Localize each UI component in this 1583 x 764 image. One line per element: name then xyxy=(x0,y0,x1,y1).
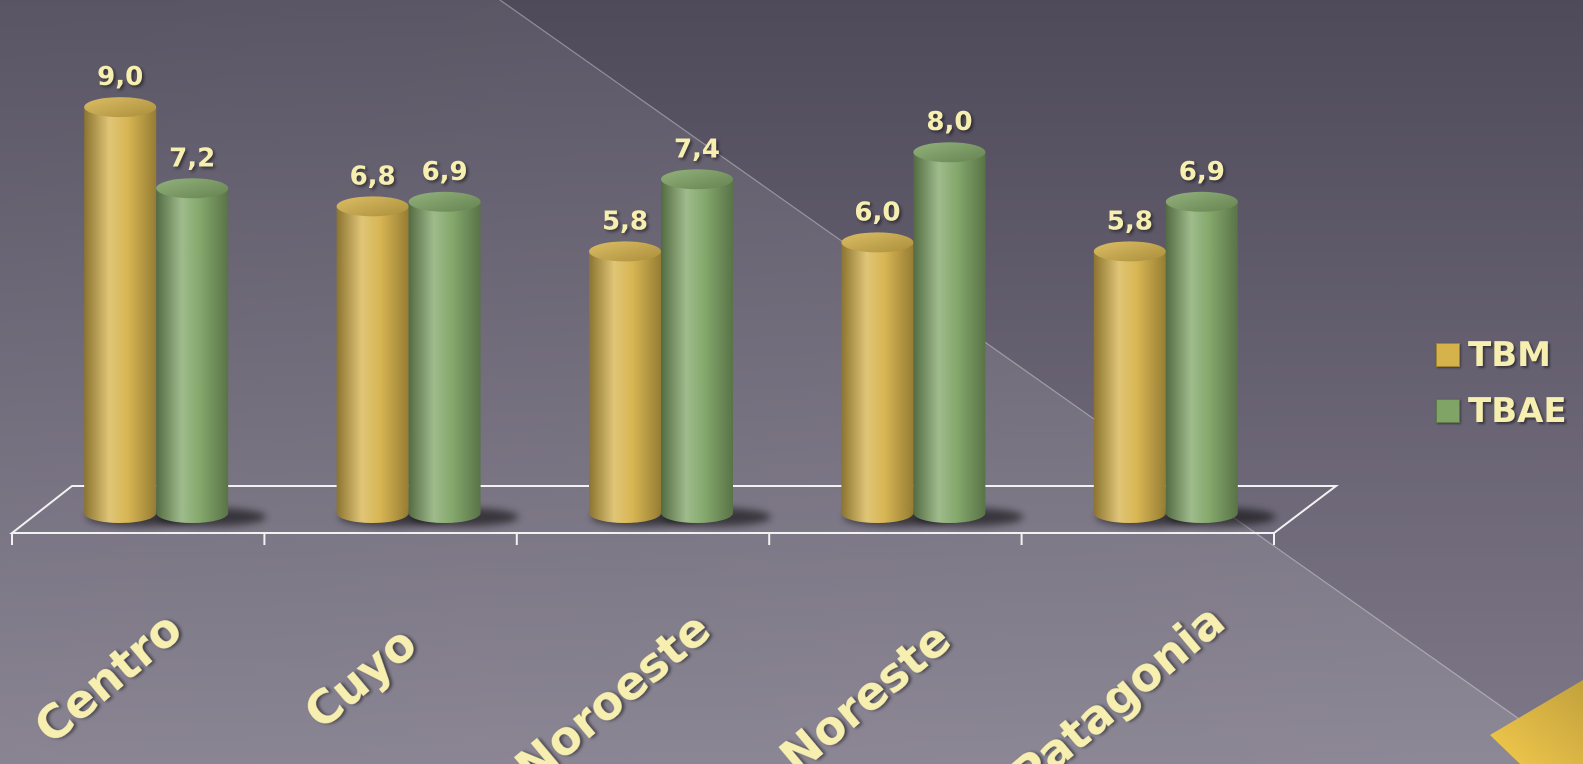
legend-swatch-tbae xyxy=(1436,399,1460,423)
bar-body xyxy=(156,188,229,523)
background-diagonal-line xyxy=(499,0,1583,764)
legend-label-tbm: TBM xyxy=(1468,335,1551,375)
bar-body xyxy=(661,179,733,523)
bar-tbae-centro xyxy=(156,178,267,526)
bar-top xyxy=(1165,191,1238,212)
data-label-tbae-noroeste: 7,4 xyxy=(674,134,720,164)
data-label-tbm-noroeste: 5,8 xyxy=(602,206,648,236)
bar-tbae-patagonia xyxy=(1165,191,1276,526)
bar-top xyxy=(589,241,661,262)
bar-top xyxy=(913,142,986,163)
bar-top xyxy=(1093,241,1166,262)
bar-top xyxy=(156,178,229,199)
data-label-tbm-noreste: 6,0 xyxy=(854,197,900,227)
bar-tbm-centro xyxy=(84,97,195,526)
legend-swatch-tbm xyxy=(1436,343,1460,367)
bar-top xyxy=(408,191,481,212)
bar-body xyxy=(84,107,157,523)
bar-body xyxy=(913,152,986,523)
data-label-tbae-centro: 7,2 xyxy=(169,143,215,173)
bar-body xyxy=(1093,251,1166,524)
legend-item-tbm: TBM xyxy=(1436,338,1567,372)
bar-top xyxy=(841,232,914,253)
bar-body xyxy=(408,201,481,523)
data-label-tbae-patagonia: 6,9 xyxy=(1179,157,1225,187)
bar-top xyxy=(661,169,733,190)
bar-body xyxy=(1165,201,1238,523)
bar-body xyxy=(336,206,409,523)
corner-accent xyxy=(1490,680,1583,764)
bar-tbae-noroeste xyxy=(661,169,771,526)
bar-body xyxy=(589,251,661,524)
bar-body xyxy=(841,242,914,523)
legend-label-tbae: TBAE xyxy=(1468,391,1567,431)
bar-top xyxy=(336,196,409,217)
bar-top xyxy=(84,97,157,118)
bar-tbm-patagonia xyxy=(1093,241,1204,526)
data-label-tbae-noreste: 8,0 xyxy=(926,107,972,137)
data-label-tbm-cuyo: 6,8 xyxy=(350,161,396,191)
data-label-tbm-patagonia: 5,8 xyxy=(1107,206,1153,236)
data-label-tbae-cuyo: 6,9 xyxy=(422,157,468,187)
bar-tbae-cuyo xyxy=(408,191,519,526)
chart-legend: TBM TBAE xyxy=(1436,338,1567,428)
data-label-tbm-centro: 9,0 xyxy=(97,62,143,92)
chart-floor xyxy=(9,485,1339,534)
legend-item-tbae: TBAE xyxy=(1436,394,1567,428)
bar-tbae-noreste xyxy=(913,142,1024,526)
bar-tbm-cuyo xyxy=(336,196,447,526)
